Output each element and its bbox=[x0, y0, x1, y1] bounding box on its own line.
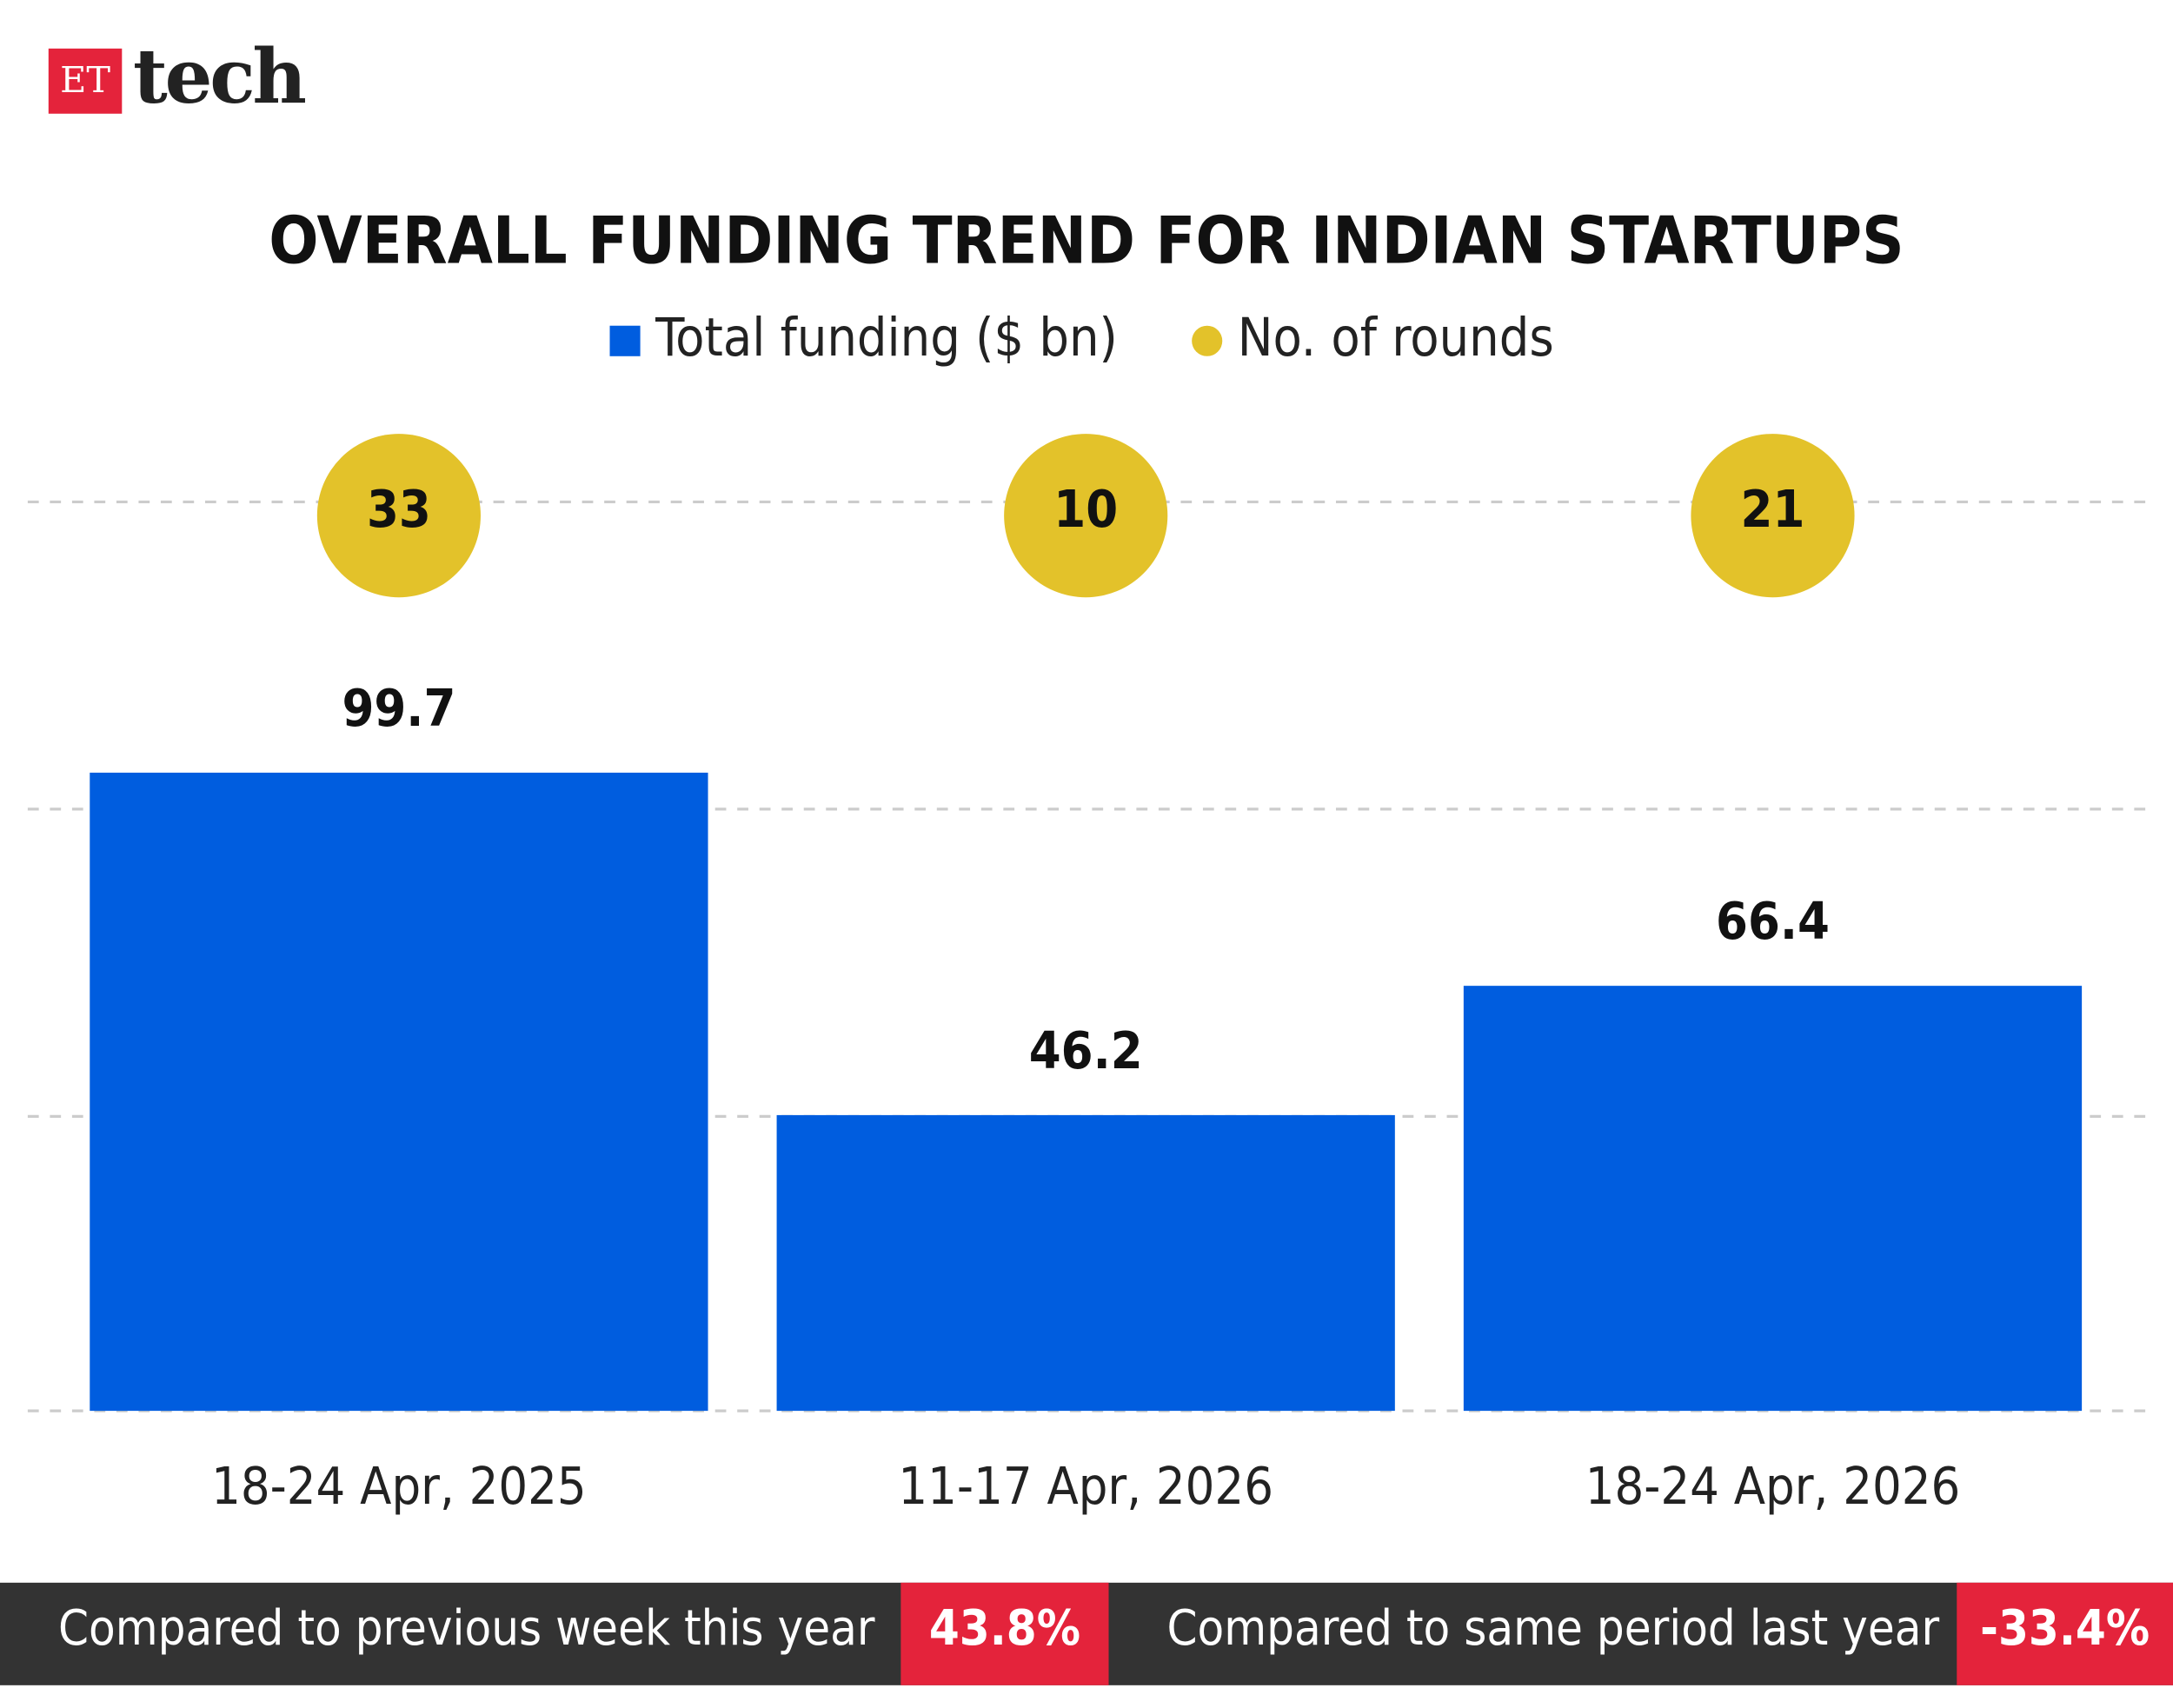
bar bbox=[90, 772, 708, 1412]
legend-label: No. of rounds bbox=[1238, 308, 1554, 369]
logo-mark: ET bbox=[60, 59, 110, 101]
bar bbox=[1463, 986, 2083, 1412]
rounds-dot bbox=[316, 434, 481, 598]
marks: 18-24 Apr, 2025 99.7 33 11-17 Apr, 2026 46.2… bbox=[90, 434, 2083, 1516]
logo-name: tech bbox=[133, 33, 305, 121]
rounds-dot bbox=[1691, 434, 1855, 598]
footer-value: -33.4% bbox=[1980, 1600, 2150, 1657]
x-tick-label: 11-17 Apr, 2026 bbox=[898, 1456, 1273, 1516]
footer: Compared to previous week this year 43.8%… bbox=[58, 1582, 2173, 1685]
footer-label: Compared to previous week this year bbox=[58, 1600, 875, 1657]
bar bbox=[776, 1114, 1395, 1412]
value-label: 66.4 bbox=[1716, 891, 1830, 951]
legend-swatch bbox=[609, 325, 641, 356]
footer-label: Compared to same period last year bbox=[1166, 1600, 1939, 1657]
footer-value-box bbox=[900, 1582, 1109, 1685]
footer-value: 43.8% bbox=[929, 1600, 1080, 1657]
legend: Total funding ($ bn) No. of rounds bbox=[609, 308, 1554, 369]
x-tick-label: 18-24 Apr, 2026 bbox=[1585, 1456, 1961, 1516]
logo-mark-box bbox=[48, 48, 123, 114]
value-label: 10 bbox=[1053, 479, 1118, 539]
footer-value-box bbox=[1957, 1582, 2173, 1685]
value-label: 46.2 bbox=[1029, 1020, 1143, 1080]
legend-label: Total funding ($ bn) bbox=[655, 308, 1118, 369]
chart-title: OVERALL FUNDING TREND FOR INDIAN STARTUP… bbox=[269, 203, 1904, 279]
rounds-dot bbox=[1004, 434, 1168, 598]
value-label: 99.7 bbox=[342, 678, 455, 738]
value-label: 33 bbox=[367, 479, 431, 539]
value-label: 21 bbox=[1741, 479, 1805, 539]
x-tick-label: 18-24 Apr, 2025 bbox=[211, 1456, 587, 1516]
legend-swatch bbox=[1192, 325, 1223, 356]
